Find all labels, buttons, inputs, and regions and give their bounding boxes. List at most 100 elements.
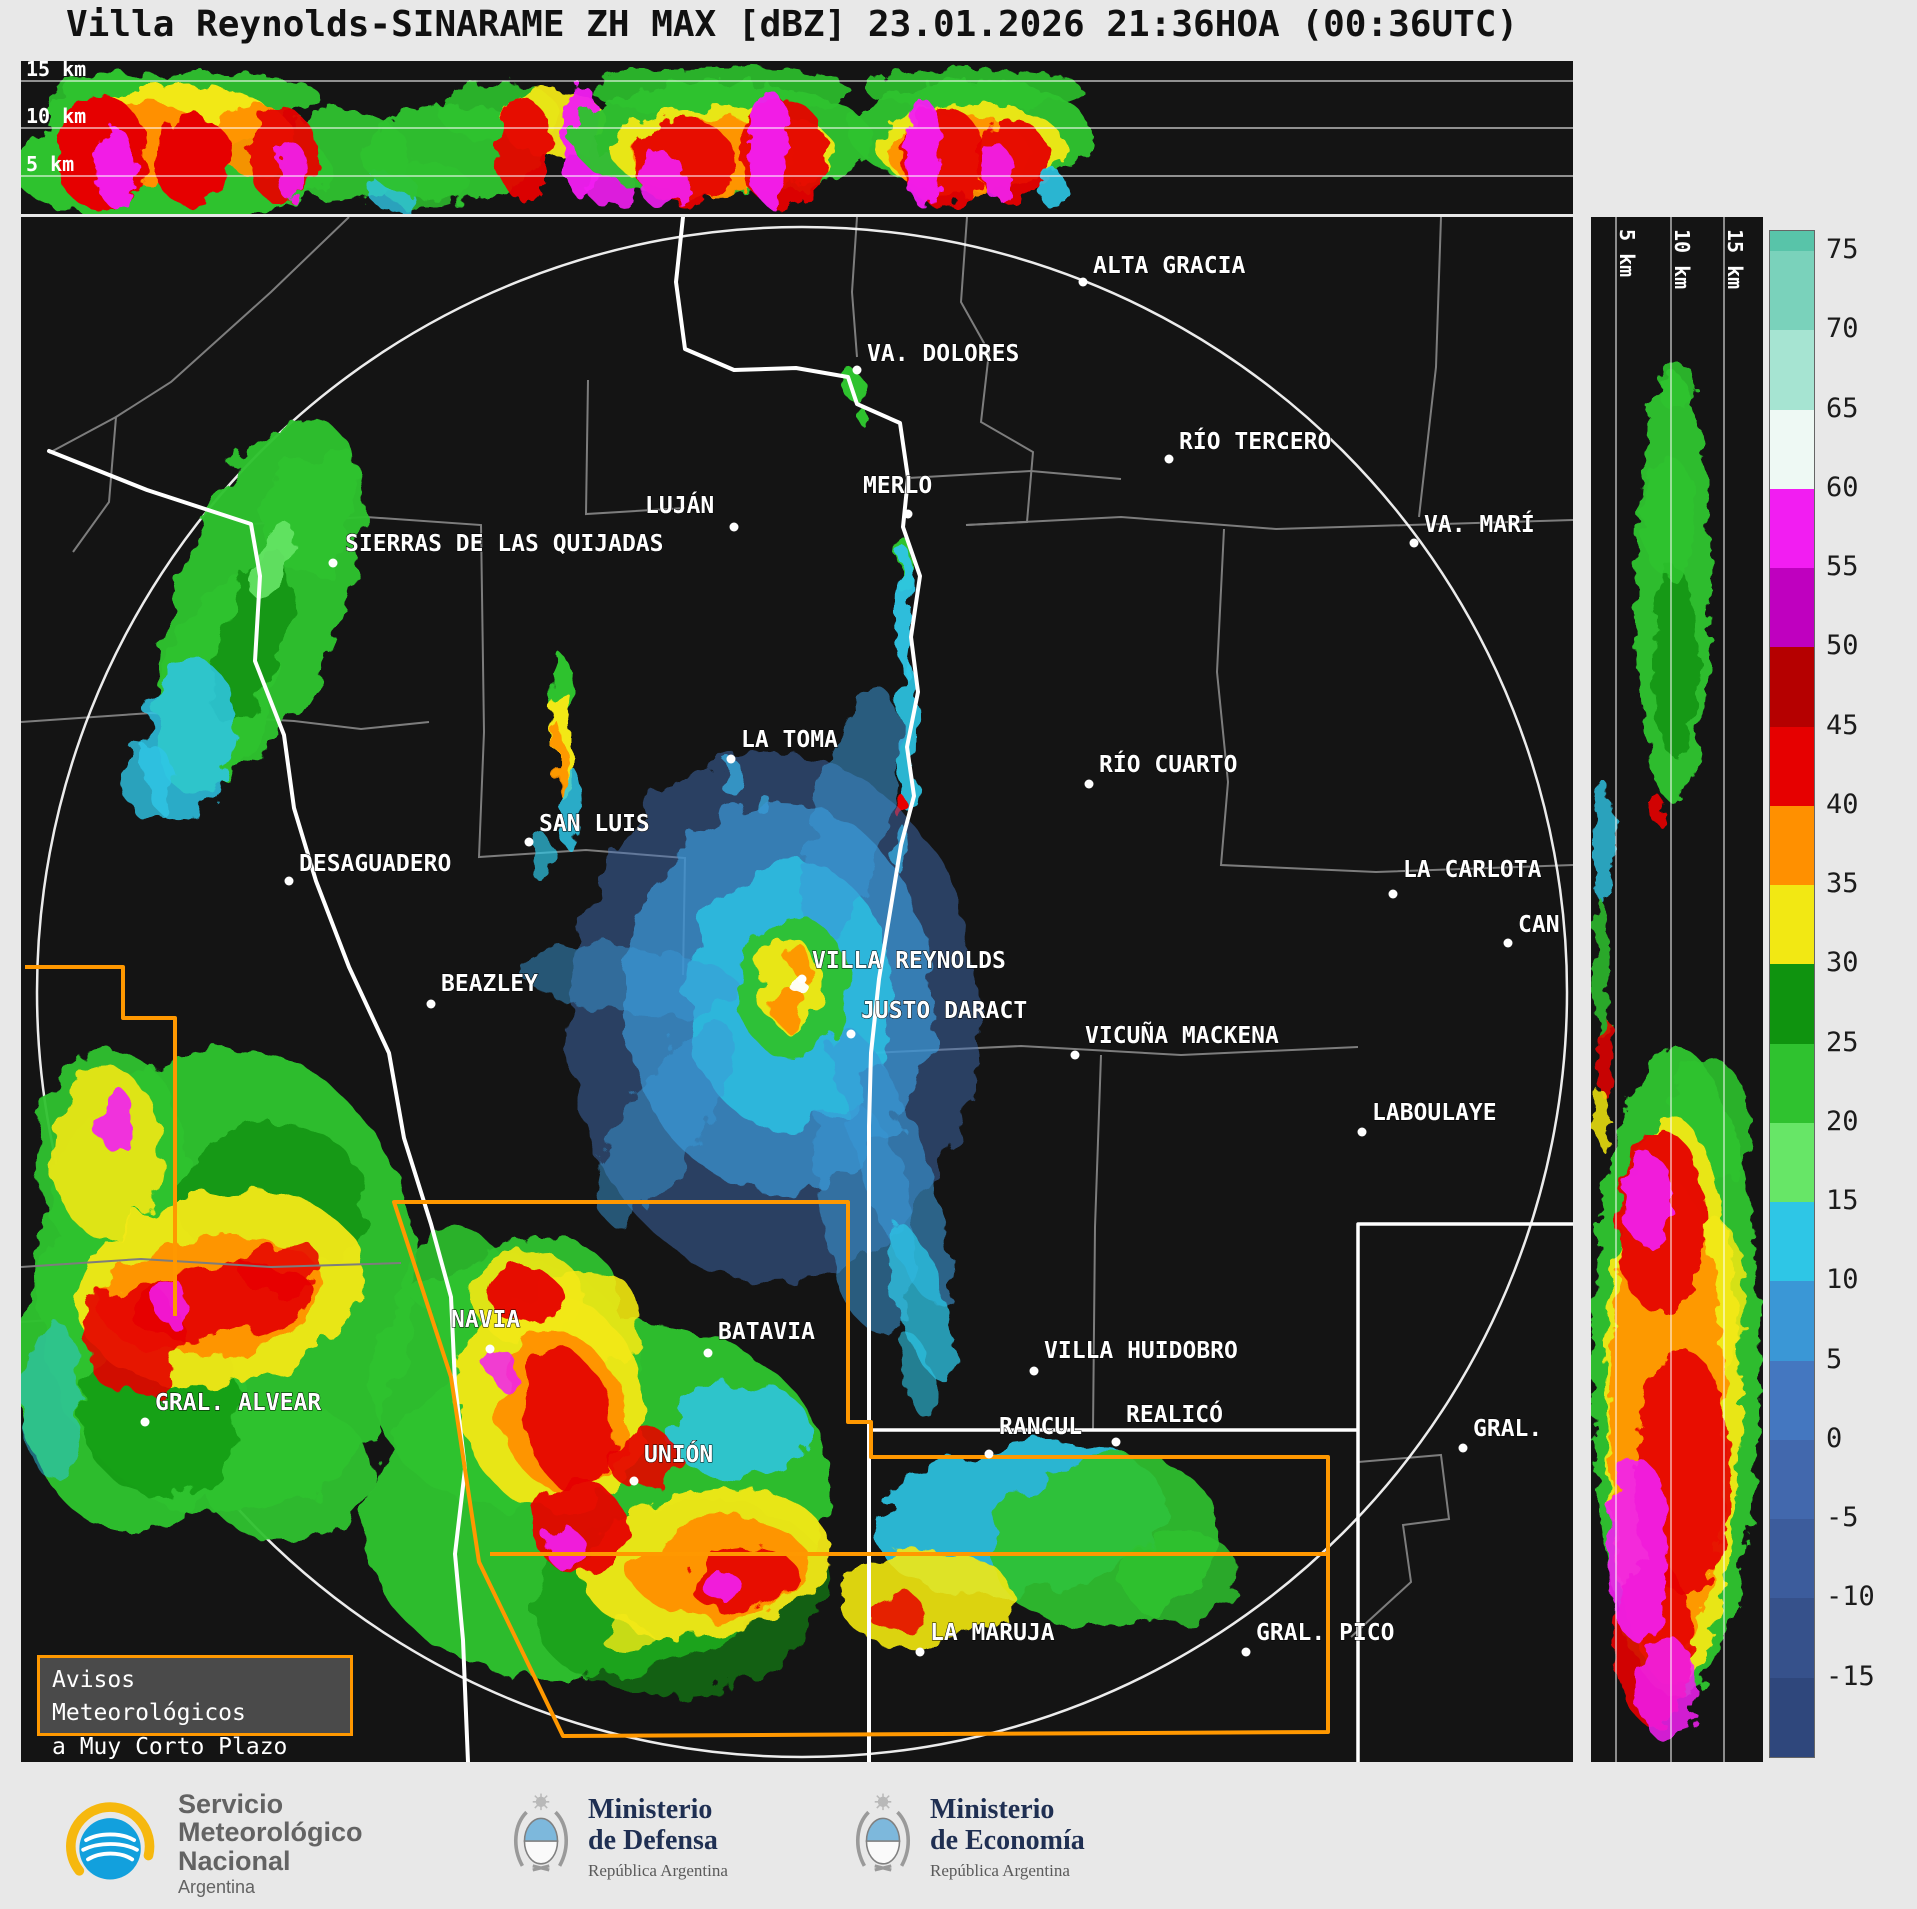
radar-echo [899, 1333, 939, 1421]
colorbar-segment [1770, 568, 1814, 648]
footer: Servicio Meteorológico Nacional Argentin… [0, 1762, 1917, 1909]
smn-name-line2: Meteorológico [178, 1817, 363, 1848]
city-dot [915, 1647, 925, 1657]
radar-echo [21, 1317, 81, 1477]
radar-echo [787, 974, 801, 990]
city-dot [426, 999, 436, 1009]
city-label: ALTA GRACIA [1093, 253, 1245, 279]
city-dot [1070, 1050, 1080, 1060]
city-label: SAN LUIS [539, 811, 650, 837]
economia-logo-group: Ministerio de Economía República Argenti… [852, 1790, 1085, 1886]
warning-notice-line2: a Muy Corto Plazo [52, 1733, 288, 1760]
city-dot [1388, 889, 1398, 899]
city-dot [703, 1348, 713, 1358]
colorbar-tick-label: 60 [1826, 471, 1859, 503]
radar-echo [607, 1429, 679, 1489]
height-label: 5 km [26, 152, 74, 176]
radar-echo [535, 1483, 627, 1575]
colorbar-segment [1770, 885, 1814, 965]
radar-echo [94, 1090, 138, 1150]
colorbar-segment [1770, 231, 1814, 251]
radar-echo [865, 69, 1081, 109]
colorbar-segment [1770, 1043, 1814, 1123]
radar-echo [548, 1527, 584, 1571]
city-label: GRAL. [1473, 1416, 1542, 1442]
smn-logo-icon [66, 1802, 155, 1880]
city-dot [140, 1417, 150, 1427]
radar-echo [153, 1280, 189, 1324]
city-label: BATAVIA [718, 1319, 815, 1345]
colorbar-tick-label: 50 [1826, 630, 1859, 662]
city-dot [1111, 1437, 1121, 1447]
colorbar-tick-label: 30 [1826, 947, 1859, 979]
colorbar-tick-label: 15 [1826, 1185, 1859, 1217]
city-dot [846, 1029, 856, 1039]
city-dot [328, 558, 338, 568]
radar-echo [857, 409, 869, 425]
city-dot [1409, 538, 1419, 548]
radar-echo [552, 722, 562, 792]
radar-echo [598, 1620, 648, 1650]
city-label: JUSTO DARACT [861, 998, 1027, 1024]
city-dot [485, 1344, 495, 1354]
radar-echo [1593, 899, 1609, 1039]
radar-echo [801, 691, 901, 943]
city-dot [1084, 779, 1094, 789]
radar-echo [1637, 1637, 1697, 1741]
city-dot [284, 876, 294, 886]
dbz-colorbar [1769, 230, 1815, 1758]
top-cross-section-svg: 15 km 10 km 5 km [21, 61, 1573, 214]
city-dot [1241, 1647, 1251, 1657]
page-title: Villa Reynolds-SINARAME ZH MAX [dBZ] 23.… [66, 4, 1519, 45]
city-label: GRAL. PICO [1256, 1620, 1394, 1646]
city-dot [729, 522, 739, 532]
defensa-title-line2: de Defensa [588, 1825, 718, 1856]
city-label: DESAGUADERO [299, 851, 451, 877]
colorbar-tick-label: 5 [1826, 1343, 1843, 1375]
smn-logo-group: Servicio Meteorológico Nacional Argentin… [64, 1790, 363, 1898]
city-dot [524, 837, 534, 847]
radar-echo [639, 153, 687, 209]
height-label: 15 km [1723, 229, 1747, 289]
height-label: 15 km [26, 61, 86, 81]
city-label: LA TOMA [741, 727, 838, 753]
province-borders-white [47, 217, 1573, 1762]
radar-echo [749, 89, 789, 205]
colorbar-tick-label: 70 [1826, 313, 1859, 345]
map-echoes [21, 373, 1241, 1694]
colorbar-segment [1770, 1122, 1814, 1202]
radar-echo [531, 832, 551, 882]
city-label: BEAZLEY [441, 971, 538, 997]
city-label: RÍO CUARTO [1099, 750, 1237, 778]
colorbar-segment [1770, 647, 1814, 727]
radar-echo [789, 948, 813, 976]
city-dot [797, 974, 807, 984]
radar-echo [96, 128, 136, 208]
warning-polygons [25, 965, 1330, 1738]
city-label: VILLA HUIDOBRO [1044, 1338, 1238, 1364]
colorbar-segment [1770, 1202, 1814, 1282]
radar-echo [278, 143, 308, 203]
province-border-over [21, 1257, 402, 1269]
city-layer: ALTA GRACIA VA. DOLORES RÍO TERCERO VA. MAR… [140, 253, 1560, 1657]
radar-echo [669, 1384, 813, 1480]
colorbar-segment [1770, 1677, 1814, 1757]
radar-echo [1594, 1089, 1608, 1149]
colorbar-tick-label: 45 [1826, 709, 1859, 741]
radar-map-panel: ALTA GRACIA VA. DOLORES RÍO TERCERO VA. MAR… [21, 217, 1573, 1762]
top-cross-section-panel: 15 km 10 km 5 km [21, 61, 1573, 214]
colorbar-tick-label: -10 [1826, 1581, 1875, 1613]
radar-echo [519, 945, 739, 1013]
radar-echo [905, 98, 941, 208]
city-dot [1357, 1127, 1367, 1137]
city-label: RÍO TERCERO [1179, 427, 1331, 455]
city-dot [1458, 1443, 1468, 1453]
colorbar-segment [1770, 1281, 1814, 1361]
radar-echo [701, 1571, 741, 1599]
colorbar-tick-label: 75 [1826, 234, 1859, 265]
city-label: REALICÓ [1126, 1400, 1223, 1428]
radar-echo [497, 97, 549, 201]
radar-map-svg: ALTA GRACIA VA. DOLORES RÍO TERCERO VA. MAR… [21, 217, 1573, 1762]
radar-echo [153, 116, 233, 206]
radar-echo [1649, 795, 1665, 823]
